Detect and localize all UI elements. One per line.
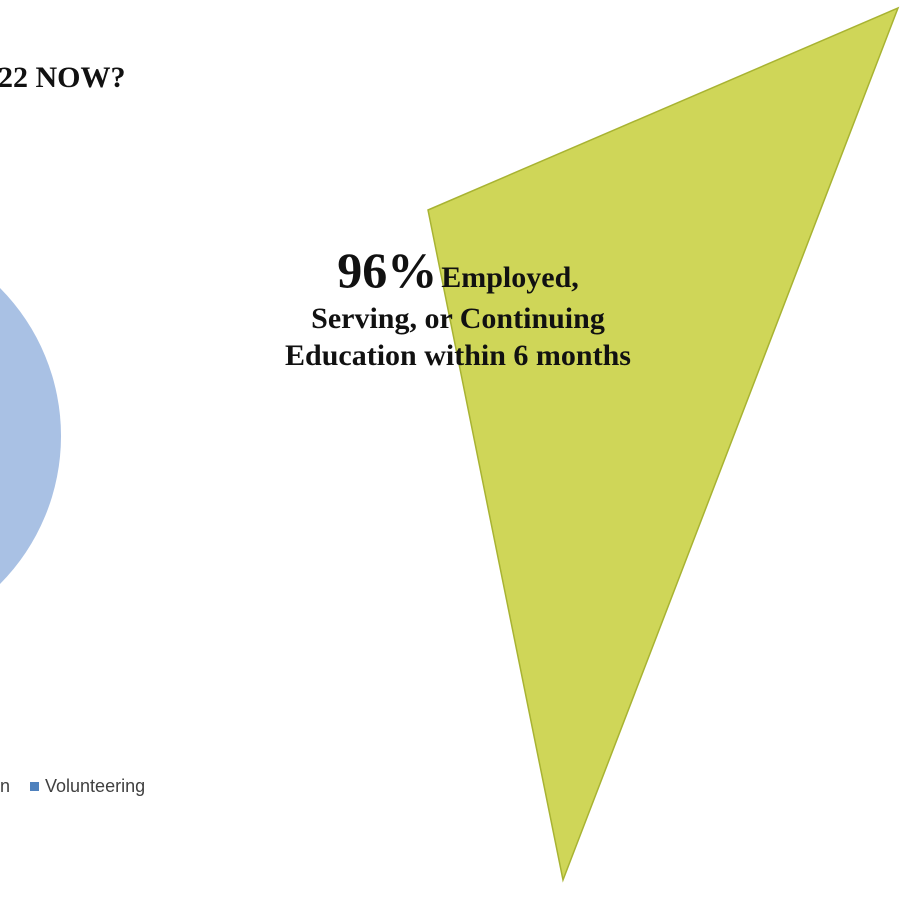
callout-body: Serving, or Continuing Education within … bbox=[285, 302, 631, 372]
legend-item-clipped-label: n bbox=[0, 776, 11, 796]
chart-legend: n Volunteering bbox=[0, 776, 145, 797]
callout-lead: Employed, bbox=[441, 261, 579, 294]
page-title: 22 NOW? bbox=[0, 61, 126, 94]
callout-triangle-shape bbox=[427, 6, 900, 883]
legend-item-volunteering: Volunteering bbox=[45, 776, 146, 796]
callout-text: 96% Employed, Serving, or Continuing Edu… bbox=[283, 240, 633, 374]
callout-percent: 96% bbox=[337, 242, 438, 298]
legend-swatch-volunteering bbox=[30, 782, 40, 791]
